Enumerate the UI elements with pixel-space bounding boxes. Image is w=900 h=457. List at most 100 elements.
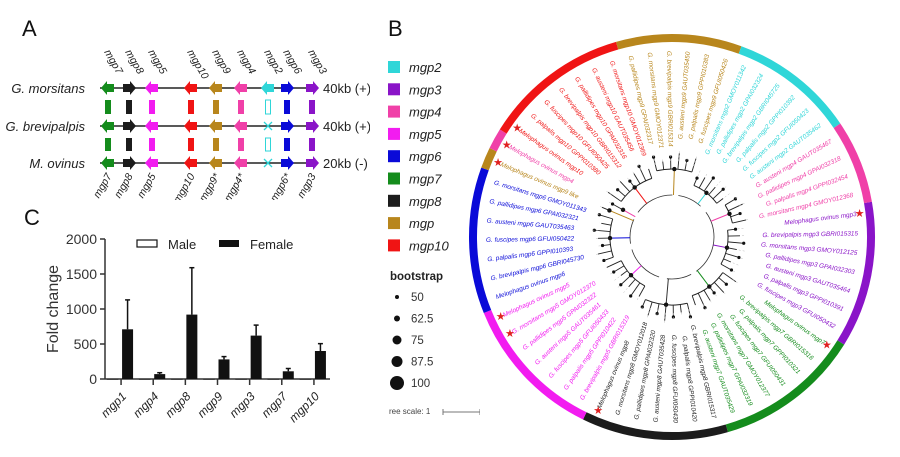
gene-arrow-mgp6 — [281, 81, 294, 95]
tree-leaf-guide — [641, 305, 644, 309]
tree-leaf-branch — [732, 219, 747, 224]
bootstrap-node — [629, 294, 633, 298]
species-label: M. ovinus — [29, 156, 85, 171]
tree-leaf-guide — [623, 288, 628, 294]
legend-label: mgp5 — [409, 127, 442, 142]
bootstrap-node — [607, 235, 613, 241]
tree-leaf-branch — [720, 263, 732, 271]
tree-leaf-guide — [735, 197, 738, 200]
legend-swatch-mgp4 — [388, 105, 400, 118]
ortholog-link — [126, 100, 132, 114]
bootstrap-node — [695, 176, 699, 180]
ortholog-link — [149, 138, 155, 151]
tree-leaf-branch — [638, 285, 646, 297]
bootstrap-node — [619, 283, 623, 287]
tree-leaf-branch — [703, 177, 714, 192]
star-marker: ★ — [496, 311, 506, 323]
tree-leaf-branch — [679, 304, 682, 313]
star-marker: ★ — [855, 208, 865, 220]
tree-leaf-guide — [647, 307, 651, 318]
tree-leaf-label: Melophagus ovinus mgp3 — [784, 211, 858, 227]
bootstrap-node — [610, 202, 615, 206]
clade-ring-mgp3 — [837, 201, 875, 345]
ortholog-link — [284, 138, 290, 151]
tree-leaf-guide — [693, 156, 697, 167]
bootstrap-value: 50 — [411, 292, 424, 304]
absent-gene-mark — [263, 121, 273, 131]
gene-arrow-mgp8 — [123, 156, 136, 170]
bar-male — [203, 378, 215, 380]
legend-label: mgp3 — [409, 82, 442, 97]
tree-leaf-branch — [662, 161, 665, 170]
tree-leaf-guide — [597, 213, 602, 216]
tree-leaf-branch — [691, 295, 696, 306]
legend-label: mgp — [409, 216, 434, 231]
tree-leaf-branch — [723, 258, 732, 263]
tree-leaf-guide — [685, 158, 688, 165]
gene-arrow-mgp9 — [209, 81, 222, 95]
legend-label-male: Male — [168, 237, 196, 252]
tree-leaf-guide — [715, 294, 717, 297]
bootstrap-node — [612, 270, 616, 274]
legend-label-female: Female — [250, 237, 293, 252]
bar-male — [299, 378, 312, 380]
gene-arrow-mgp4 — [234, 156, 247, 170]
legend-label: mgp6 — [409, 149, 442, 164]
panel-b-letter: B — [388, 16, 403, 41]
synteny-diagram: G. morsitans 40kb (+) G. brevipalpis 40kb (… — [6, 48, 370, 201]
tree-leaf-branch — [619, 181, 631, 192]
tree-branch — [696, 270, 710, 287]
bootstrap-dot — [391, 356, 403, 367]
ortholog-link — [105, 138, 111, 151]
bar-female — [218, 359, 230, 379]
tree-leaf-branch — [620, 274, 632, 286]
y-tick-label: 1500 — [66, 266, 97, 282]
tree-leaf-branch — [606, 260, 622, 268]
tree-branch — [665, 278, 669, 305]
bootstrap-node — [738, 211, 742, 216]
bootstrap-dot — [395, 295, 399, 299]
tree-leaf-branch — [718, 277, 727, 285]
bar-female — [122, 329, 134, 379]
bootstrap-value: 75 — [411, 335, 424, 347]
tree-leaf-branch — [656, 303, 660, 314]
legend-swatch-mgp10 — [388, 239, 400, 252]
y-tick-label: 1000 — [66, 301, 97, 317]
gene-arrow-mgp7 — [101, 119, 114, 133]
gene-arrow-mgp3 — [306, 81, 319, 95]
bootstrap-value: 87.5 — [411, 357, 433, 369]
bootstrap-value: 62.5 — [411, 314, 433, 326]
gene-arrow-mgp6 — [281, 119, 294, 133]
tree-leaf-guide — [732, 262, 741, 267]
ortholog-link — [126, 138, 132, 151]
tree-leaf-branch — [617, 189, 626, 197]
ortholog-link — [188, 138, 194, 151]
star-marker: ★ — [493, 157, 503, 169]
tree-leaf-guide — [656, 309, 659, 316]
tree-leaf-guide — [618, 179, 622, 184]
bootstrap-node — [711, 176, 715, 180]
tree-leaf-branch — [716, 198, 724, 204]
bootstrap-node — [724, 282, 728, 286]
gene-arrow-mgp7 — [101, 156, 114, 170]
region-size-label: 20kb (-) — [323, 156, 368, 171]
legend-swatch-mgp5 — [388, 127, 400, 140]
tree-branch — [630, 265, 642, 276]
tree-leaf-branch — [708, 186, 716, 196]
tree-leaf-guide — [664, 310, 666, 323]
star-marker: ★ — [822, 339, 832, 351]
bootstrap-node — [727, 211, 732, 216]
tree-leaf-guide — [737, 227, 746, 230]
clade-ring-mgp10 — [499, 41, 619, 134]
tree-leaf-label: G. brevipalpis mgp9 GBRI015314 — [665, 51, 674, 147]
ortholog-link — [149, 100, 155, 114]
gene-arrow-mgp7 — [101, 81, 114, 95]
bootstrap-node — [628, 179, 632, 183]
tree-leaf-branch — [724, 198, 736, 206]
tree-leaf-guide — [632, 171, 635, 174]
tree-leaf-branch — [628, 278, 636, 288]
star-marker: ★ — [502, 139, 512, 151]
bootstrap-node — [712, 291, 716, 295]
tree-leaf-guide — [716, 180, 721, 186]
